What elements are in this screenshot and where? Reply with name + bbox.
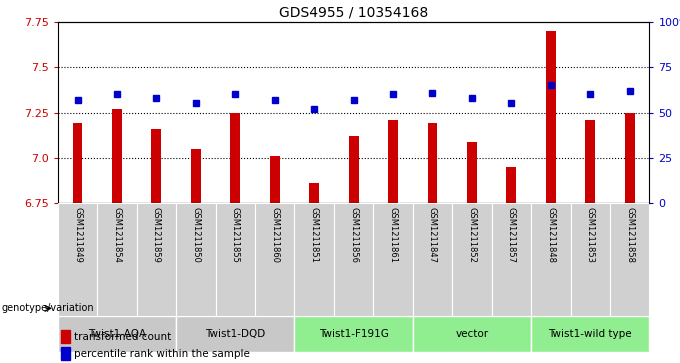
Bar	[73, 123, 82, 203]
Text: GSM1211848: GSM1211848	[546, 207, 556, 263]
Bar	[61, 347, 70, 360]
Bar	[531, 316, 649, 352]
Bar	[531, 203, 571, 316]
Text: Twist1-AQA: Twist1-AQA	[88, 329, 146, 339]
Bar	[294, 203, 334, 316]
Bar	[334, 203, 373, 316]
Bar	[585, 120, 595, 203]
Text: GSM1211852: GSM1211852	[467, 207, 477, 262]
Bar	[546, 31, 556, 203]
Bar	[58, 203, 97, 316]
Bar	[176, 316, 294, 352]
Text: Twist1-wild type: Twist1-wild type	[549, 329, 632, 339]
Text: percentile rank within the sample: percentile rank within the sample	[73, 349, 250, 359]
Bar	[373, 203, 413, 316]
Text: GSM1211854: GSM1211854	[112, 207, 122, 262]
Bar	[571, 203, 610, 316]
Text: GSM1211847: GSM1211847	[428, 207, 437, 263]
Bar	[413, 316, 531, 352]
Bar	[388, 120, 398, 203]
Bar	[152, 129, 161, 203]
Bar	[58, 316, 176, 352]
Text: GSM1211858: GSM1211858	[625, 207, 634, 263]
Bar	[492, 203, 531, 316]
Bar	[231, 113, 240, 203]
Bar	[61, 330, 70, 343]
Bar	[309, 183, 319, 203]
Bar	[191, 149, 201, 203]
Text: transformed count: transformed count	[73, 332, 171, 342]
Text: GSM1211850: GSM1211850	[191, 207, 201, 262]
Text: GSM1211860: GSM1211860	[270, 207, 279, 263]
Bar	[255, 203, 294, 316]
Bar	[428, 123, 437, 203]
Bar	[625, 113, 634, 203]
Bar	[176, 203, 216, 316]
Bar	[507, 167, 516, 203]
Text: genotype/variation: genotype/variation	[1, 303, 94, 313]
Text: GSM1211855: GSM1211855	[231, 207, 240, 262]
Text: GSM1211859: GSM1211859	[152, 207, 161, 262]
Bar	[467, 142, 477, 203]
Text: vector: vector	[456, 329, 488, 339]
Title: GDS4955 / 10354168: GDS4955 / 10354168	[279, 5, 428, 19]
Text: GSM1211857: GSM1211857	[507, 207, 516, 263]
Text: GSM1211851: GSM1211851	[309, 207, 319, 262]
Text: GSM1211861: GSM1211861	[388, 207, 398, 263]
Bar	[610, 203, 649, 316]
Text: GSM1211856: GSM1211856	[349, 207, 358, 263]
Text: Twist1-F191G: Twist1-F191G	[319, 329, 388, 339]
Text: GSM1211853: GSM1211853	[585, 207, 595, 263]
Bar	[97, 203, 137, 316]
Bar	[413, 203, 452, 316]
Bar	[270, 156, 279, 203]
Text: Twist1-DQD: Twist1-DQD	[205, 329, 265, 339]
Bar	[452, 203, 492, 316]
Bar	[216, 203, 255, 316]
Bar	[349, 136, 358, 203]
Bar	[294, 316, 413, 352]
Bar	[137, 203, 176, 316]
Text: GSM1211849: GSM1211849	[73, 207, 82, 262]
Bar	[112, 109, 122, 203]
